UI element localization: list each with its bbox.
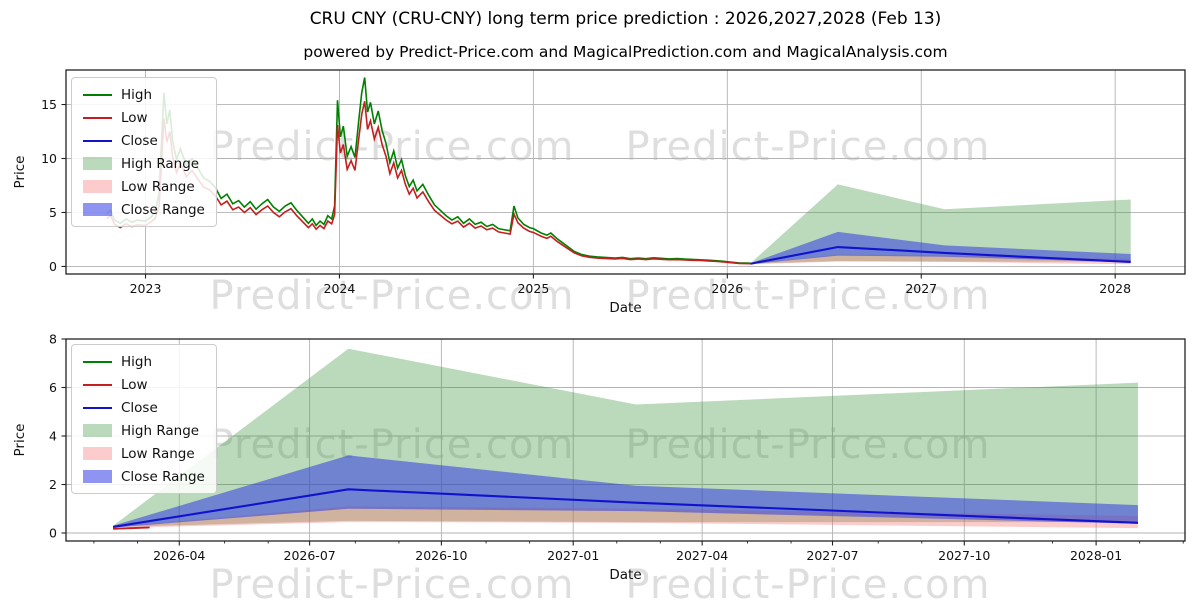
chart-subtitle: powered by Predict-Price.com and Magical…	[303, 43, 948, 61]
top-chart-legend: High Low Close High Range Low Range Close Ran…	[71, 77, 217, 227]
legend-item-low: Low	[83, 375, 205, 394]
x-tick-label: 2026-07	[284, 548, 336, 563]
prediction-close-line	[112, 488, 1138, 528]
legend-fill-swatch	[83, 203, 112, 216]
y-tick-label: 0	[49, 259, 57, 274]
bottom-chart-legend: High Low Close High Range Low Range Close Ran…	[71, 344, 217, 494]
legend-item-low: Low	[83, 108, 205, 127]
legend-item-high-range: High Range	[83, 154, 205, 173]
legend-label: Close	[121, 399, 158, 416]
legend-line-swatch	[83, 116, 112, 119]
watermark-text: Predict-Price.com	[209, 124, 575, 170]
x-tick-label: 2027	[905, 281, 937, 296]
x-tick-label: 2027-01	[547, 548, 599, 563]
y-tick-label: 15	[41, 97, 57, 112]
watermark-text: Predict-Price.com	[625, 124, 991, 170]
watermark-text: Predict-Price.com	[209, 562, 575, 600]
legend-item-high-range: High Range	[83, 421, 205, 440]
prediction-close-line	[750, 245, 1131, 265]
x-tick-label: 2027-04	[676, 548, 728, 563]
x-axis-label: Date	[609, 567, 641, 583]
x-tick-label: 2026	[711, 281, 743, 296]
legend-line-swatch	[83, 93, 112, 96]
x-tick-label: 2026-04	[153, 548, 205, 563]
top-chart: 2023 2024 2025 2026 2027 2028 0 5 10 15 Date Price	[12, 69, 1186, 316]
x-tick-label: 2028	[1099, 281, 1131, 296]
x-tick-label: 2026-10	[415, 548, 467, 563]
x-tick-label: 2023	[130, 281, 162, 296]
x-tick-label: 2025	[517, 281, 549, 296]
legend-line-swatch	[83, 139, 112, 142]
low-range-band	[750, 254, 1131, 265]
legend-label: High	[121, 353, 153, 370]
bottom-chart: 2026-04 2026-07 2026-10 2027-01 2027-04 2027-…	[12, 332, 1186, 583]
legend-label: Low	[121, 376, 148, 393]
watermark-text: Predict-Price.com	[625, 562, 991, 600]
legend-label: High Range	[121, 155, 200, 172]
watermark-text: Predict-Price.com	[209, 273, 575, 319]
y-tick-label: 10	[41, 151, 57, 166]
legend-label: Close Range	[121, 468, 205, 485]
x-tick-label: 2024	[324, 281, 356, 296]
x-tick-label: 2027-07	[806, 548, 858, 563]
close-range-band	[113, 455, 1138, 528]
y-tick-label: 5	[49, 205, 57, 220]
legend-item-close-range: Close Range	[83, 467, 205, 486]
legend-item-close-range: Close Range	[83, 200, 205, 219]
legend-line-swatch	[83, 406, 112, 409]
plot-frame	[65, 69, 1186, 275]
y-axis-label: Price	[12, 156, 28, 189]
x-axis-label: Date	[609, 300, 641, 316]
y-tick-label: 2	[49, 477, 57, 492]
legend-label: Close Range	[121, 201, 205, 218]
legend-label: High Range	[121, 422, 200, 439]
legend-label: Close	[121, 132, 158, 149]
x-tick-label: 2028-01	[1070, 548, 1122, 563]
y-tick-label: 4	[49, 428, 57, 443]
legend-item-low-range: Low Range	[83, 177, 205, 196]
y-tick-label: 0	[49, 525, 57, 540]
legend-fill-swatch	[83, 424, 112, 437]
close-range-band	[750, 231, 1131, 265]
legend-label: Low Range	[121, 178, 195, 195]
plot-frame	[65, 338, 1186, 542]
x-tick-label: 2027-10	[938, 548, 990, 563]
legend-line-swatch	[83, 360, 112, 363]
legend-label: High	[121, 86, 153, 103]
chart-title: CRU CNY (CRU-CNY) long term price predic…	[309, 9, 942, 29]
legend-item-high: High	[83, 352, 205, 371]
legend-item-high: High	[83, 85, 205, 104]
legend-fill-swatch	[83, 470, 112, 483]
legend-item-close: Close	[83, 398, 205, 417]
watermark-text: Predict-Price.com	[626, 422, 991, 468]
legend-item-low-range: Low Range	[83, 444, 205, 463]
legend-fill-swatch	[83, 157, 112, 170]
legend-line-swatch	[83, 383, 112, 386]
watermark-text: Predict-Price.com	[625, 273, 991, 319]
legend-fill-swatch	[83, 180, 112, 193]
y-axis-label: Price	[12, 424, 28, 457]
legend-label: Low Range	[121, 445, 195, 462]
y-tick-label: 8	[49, 332, 57, 347]
low-stub-line	[113, 526, 150, 530]
y-tick-label: 6	[49, 380, 57, 395]
legend-label: Low	[121, 109, 148, 126]
legend-item-close: Close	[83, 131, 205, 150]
low-range-band	[113, 506, 1138, 529]
legend-fill-swatch	[83, 447, 112, 460]
